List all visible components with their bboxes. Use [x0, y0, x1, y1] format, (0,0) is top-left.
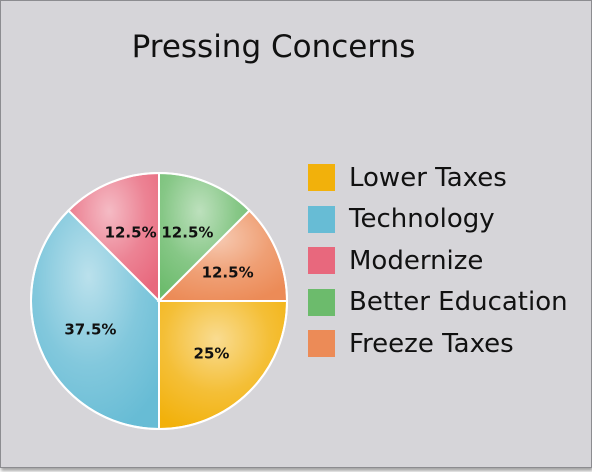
legend-swatch-better-education [308, 288, 335, 316]
pie-slice-highlight-better-education [159, 173, 250, 301]
legend-label-lower-taxes: Lower Taxes [349, 162, 507, 193]
pie-outline [30, 172, 288, 430]
legend-swatch-lower-taxes [308, 164, 335, 192]
legend-item-freeze-taxes: Freeze Taxes [308, 323, 568, 365]
slice-label-lower-taxes: 25% [194, 344, 230, 362]
legend-label-modernize: Modernize [349, 245, 484, 276]
legend-swatch-technology [308, 205, 335, 233]
legend-label-freeze-taxes: Freeze Taxes [349, 328, 514, 359]
legend: Lower Taxes Technology Modernize Better Edu… [308, 157, 568, 365]
pie-slice-highlight-lower-taxes [159, 301, 287, 429]
pie-slice-highlight-technology [30, 210, 159, 429]
legend-swatch-modernize [308, 247, 335, 275]
slice-label-freeze-taxes: 12.5% [202, 264, 254, 282]
legend-swatch-freeze-taxes [308, 330, 335, 358]
legend-item-lower-taxes: Lower Taxes [308, 157, 568, 199]
legend-item-technology: Technology [308, 199, 568, 241]
pie-slice-highlight-freeze-taxes [159, 210, 287, 301]
legend-item-modernize: Modernize [308, 240, 568, 282]
slice-label-modernize: 12.5% [105, 223, 157, 241]
legend-item-better-education: Better Education [308, 282, 568, 324]
legend-label-technology: Technology [349, 204, 495, 235]
pie-slice-highlight-modernize [68, 173, 159, 301]
slice-label-better-education: 12.5% [161, 223, 213, 241]
chart-title: Pressing Concerns [131, 29, 416, 65]
slice-label-technology: 37.5% [64, 320, 116, 338]
legend-label-better-education: Better Education [349, 287, 568, 318]
